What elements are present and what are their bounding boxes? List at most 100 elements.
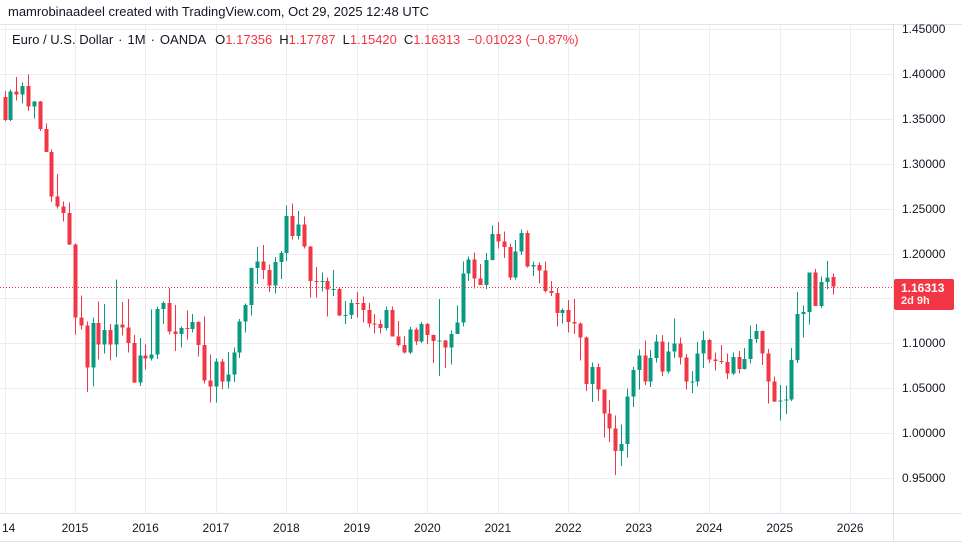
candle-body bbox=[748, 338, 753, 359]
candle-body bbox=[742, 358, 747, 370]
candle-body bbox=[226, 374, 231, 382]
candle-body bbox=[232, 352, 237, 375]
candle-body bbox=[637, 355, 642, 370]
candle-body bbox=[279, 253, 284, 263]
candle-body bbox=[566, 310, 571, 323]
candle-body bbox=[408, 329, 413, 353]
candle-body bbox=[549, 291, 554, 294]
candle-body bbox=[320, 281, 325, 283]
symbol-name: Euro / U.S. Dollar bbox=[12, 32, 114, 47]
candle-body bbox=[431, 334, 436, 341]
last-price-value: 1.16313 bbox=[901, 281, 945, 295]
candles bbox=[3, 74, 836, 475]
legend-separator: · bbox=[118, 32, 123, 47]
change-value: −0.01023 (−0.87%) bbox=[467, 32, 579, 47]
exchange-label: OANDA bbox=[159, 32, 207, 47]
candle-body bbox=[14, 91, 19, 95]
candle-body bbox=[273, 262, 278, 286]
candle-body bbox=[91, 323, 96, 368]
time-axis-label: 2016 bbox=[132, 521, 159, 535]
candle-body bbox=[167, 302, 172, 332]
candle-body bbox=[660, 341, 665, 372]
candle-body bbox=[296, 224, 301, 237]
candle-body bbox=[684, 357, 689, 382]
time-axis-label: 2023 bbox=[625, 521, 653, 535]
candle-body bbox=[337, 289, 342, 316]
candle-body bbox=[519, 233, 524, 252]
candle-body bbox=[214, 361, 219, 387]
candle-body bbox=[290, 216, 295, 237]
price-axis-label: 1.45000 bbox=[902, 22, 946, 36]
candle-body bbox=[455, 322, 460, 335]
time-axis-label: 2021 bbox=[484, 521, 512, 535]
price-axis[interactable]: 1.45000 1.40000 1.35000 1.30000 1.25000 1.200… bbox=[893, 22, 962, 541]
candle-body bbox=[384, 309, 389, 329]
candle-body bbox=[772, 381, 777, 402]
legend-separator: · bbox=[150, 32, 155, 47]
candle-body bbox=[784, 399, 789, 401]
candle-body bbox=[513, 251, 518, 278]
candle-body bbox=[208, 380, 213, 387]
candle-body bbox=[355, 302, 360, 304]
candle-body bbox=[725, 362, 730, 374]
price-axis-label: 1.40000 bbox=[902, 66, 946, 81]
time-axis[interactable]: 14 2015 2016 2017 2018 2019 2020 2021 2022 2023 20… bbox=[0, 513, 893, 541]
ohlc-low: L1.15420 bbox=[342, 32, 397, 47]
candle-body bbox=[607, 413, 612, 429]
candle-body bbox=[202, 345, 207, 381]
candle-body bbox=[261, 261, 266, 271]
candle-body bbox=[813, 272, 818, 307]
candle-body bbox=[690, 381, 695, 383]
candle-body bbox=[44, 128, 49, 152]
candle-body bbox=[596, 367, 601, 390]
candle-body bbox=[801, 312, 806, 314]
candle-body bbox=[707, 339, 712, 360]
candle-body bbox=[713, 359, 718, 361]
candle-body bbox=[255, 261, 260, 268]
candle-body bbox=[719, 360, 724, 363]
candle-body bbox=[525, 233, 530, 267]
year-gridlines bbox=[5, 24, 851, 513]
candle-body bbox=[731, 356, 736, 374]
price-gridlines bbox=[0, 29, 893, 479]
ohlc-high: H1.17787 bbox=[279, 32, 336, 47]
candle-body bbox=[643, 355, 648, 382]
candle-body bbox=[302, 224, 307, 247]
candle-body bbox=[461, 273, 466, 323]
candle-body bbox=[807, 272, 812, 313]
candle-body bbox=[478, 278, 483, 286]
candle-body bbox=[695, 353, 700, 382]
candle-body bbox=[531, 265, 536, 267]
candle-body bbox=[161, 302, 166, 310]
candle-body bbox=[602, 389, 607, 414]
candle-body bbox=[132, 342, 137, 383]
candle-body bbox=[49, 151, 54, 197]
candle-body bbox=[701, 339, 706, 354]
candle-body bbox=[396, 336, 401, 346]
candle-body bbox=[173, 331, 178, 334]
candle-body bbox=[584, 337, 589, 385]
candle-body bbox=[619, 443, 624, 451]
candle-body bbox=[3, 96, 8, 121]
candle-body bbox=[425, 324, 430, 335]
candle-body bbox=[349, 302, 354, 315]
candle-body bbox=[108, 330, 113, 345]
candle-body bbox=[196, 321, 201, 346]
candle-body bbox=[284, 216, 289, 254]
candle-body bbox=[484, 260, 489, 286]
candle-body bbox=[754, 331, 759, 339]
candle-body bbox=[378, 323, 383, 329]
candle-body bbox=[126, 327, 131, 343]
time-axis-label: 2024 bbox=[695, 521, 723, 535]
candle-body bbox=[243, 305, 248, 322]
candle-body bbox=[402, 345, 407, 353]
candle-body bbox=[543, 270, 548, 292]
candle-body bbox=[414, 329, 419, 342]
candle-body bbox=[85, 325, 90, 368]
candle-body bbox=[437, 340, 442, 342]
candle-body bbox=[237, 321, 242, 353]
candle-body bbox=[61, 206, 66, 213]
candle-body bbox=[32, 101, 37, 107]
bar-countdown: 2d 9h bbox=[901, 295, 930, 307]
